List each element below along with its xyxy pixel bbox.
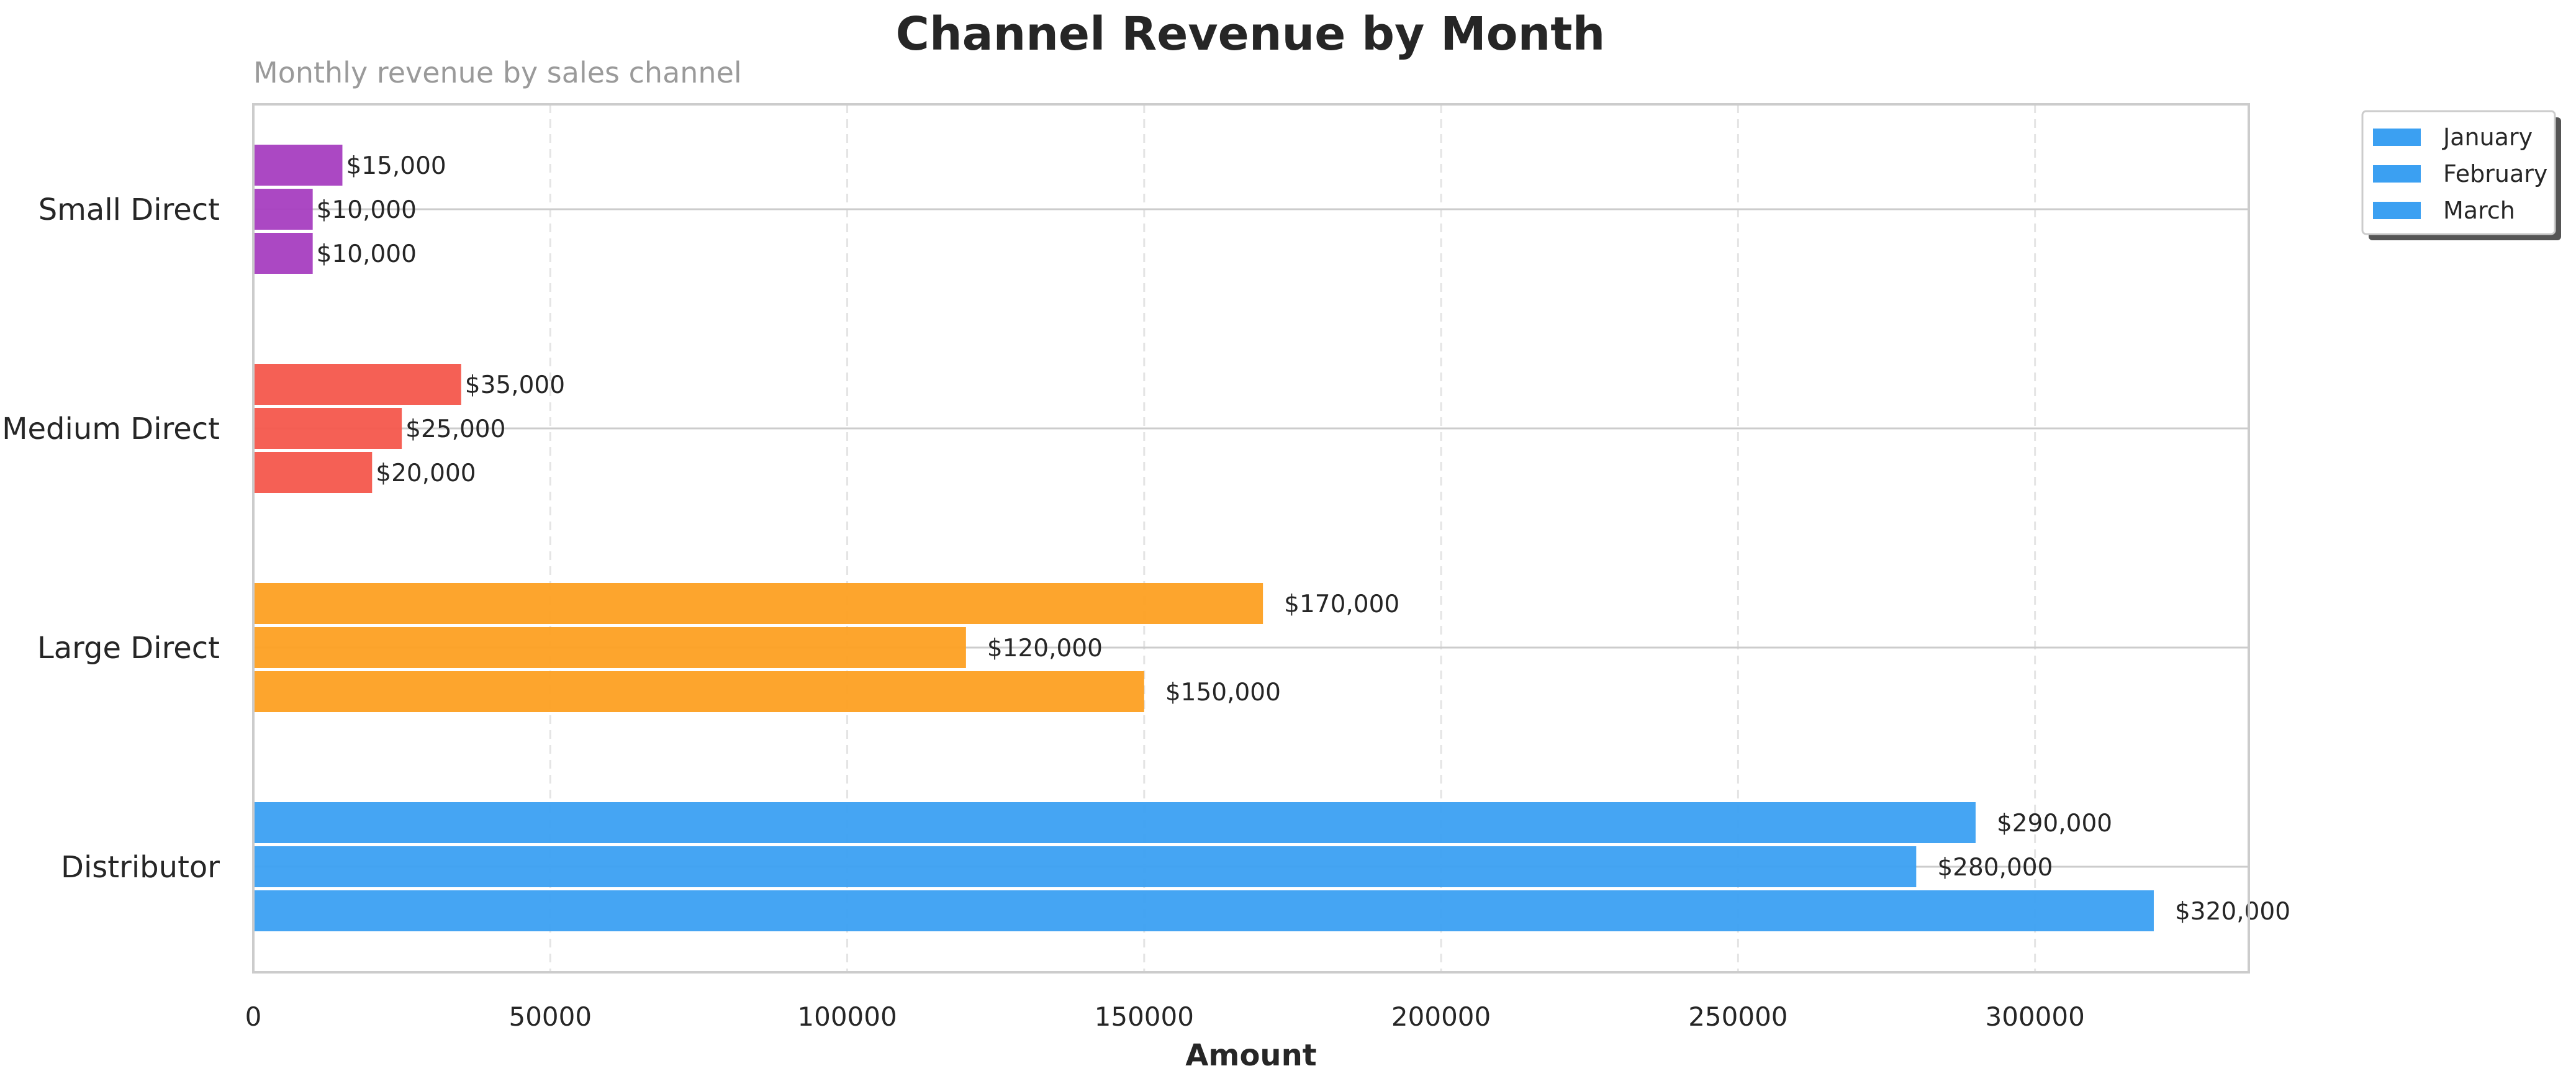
legend-swatch bbox=[2373, 202, 2421, 219]
data-label: $10,000 bbox=[317, 196, 417, 224]
bar bbox=[253, 189, 313, 230]
bar bbox=[253, 671, 1144, 712]
data-label: $290,000 bbox=[1997, 810, 2112, 838]
x-tick-label: 300000 bbox=[1985, 1001, 2084, 1032]
data-label: $15,000 bbox=[346, 152, 446, 180]
data-label: $35,000 bbox=[465, 371, 565, 399]
data-label: $10,000 bbox=[317, 240, 417, 268]
legend-swatch bbox=[2373, 165, 2421, 183]
bar bbox=[253, 802, 1976, 843]
bar bbox=[253, 846, 1916, 887]
category-label: Large Direct bbox=[37, 631, 220, 666]
data-label: $120,000 bbox=[987, 635, 1103, 662]
bar bbox=[253, 890, 2154, 931]
x-tick-label: 150000 bbox=[1095, 1001, 1194, 1032]
x-tick-label: 250000 bbox=[1688, 1001, 1787, 1032]
data-label: $150,000 bbox=[1165, 679, 1281, 707]
bar bbox=[253, 145, 342, 186]
legend-swatch bbox=[2373, 129, 2421, 146]
bar bbox=[253, 233, 313, 274]
x-axis-title: Amount bbox=[1185, 1038, 1316, 1073]
x-tick-labels: 0 50000 100000 150000 200000 250000 300000 bbox=[245, 1001, 2085, 1032]
data-label: $25,000 bbox=[405, 415, 505, 443]
bar bbox=[253, 408, 402, 449]
bar bbox=[253, 452, 372, 493]
bar bbox=[253, 627, 966, 668]
chart-title: Channel Revenue by Month bbox=[896, 7, 1606, 61]
x-tick-label: 50000 bbox=[508, 1001, 592, 1032]
category-label: Medium Direct bbox=[2, 412, 220, 446]
bar bbox=[253, 364, 461, 405]
x-tick-label: 100000 bbox=[797, 1001, 897, 1032]
legend-label: January bbox=[2442, 124, 2533, 151]
category-labels: Small Direct Medium Direct Large Direct Dis… bbox=[2, 192, 220, 885]
x-tick-label: 200000 bbox=[1391, 1001, 1491, 1032]
data-label: $280,000 bbox=[1937, 854, 2053, 882]
bar bbox=[253, 583, 1263, 624]
legend-label: March bbox=[2443, 197, 2515, 224]
legend: January February March bbox=[2362, 111, 2561, 240]
category-lines bbox=[253, 209, 2249, 867]
chart-subtitle: Monthly revenue by sales channel bbox=[253, 56, 742, 89]
category-label: Distributor bbox=[61, 850, 220, 885]
legend-label: February bbox=[2443, 160, 2547, 188]
data-label: $320,000 bbox=[2175, 898, 2290, 926]
data-label: $20,000 bbox=[376, 459, 476, 487]
category-label: Small Direct bbox=[38, 192, 220, 227]
data-label: $170,000 bbox=[1284, 590, 1399, 618]
x-tick-label: 0 bbox=[245, 1001, 262, 1032]
bars bbox=[253, 145, 2154, 931]
